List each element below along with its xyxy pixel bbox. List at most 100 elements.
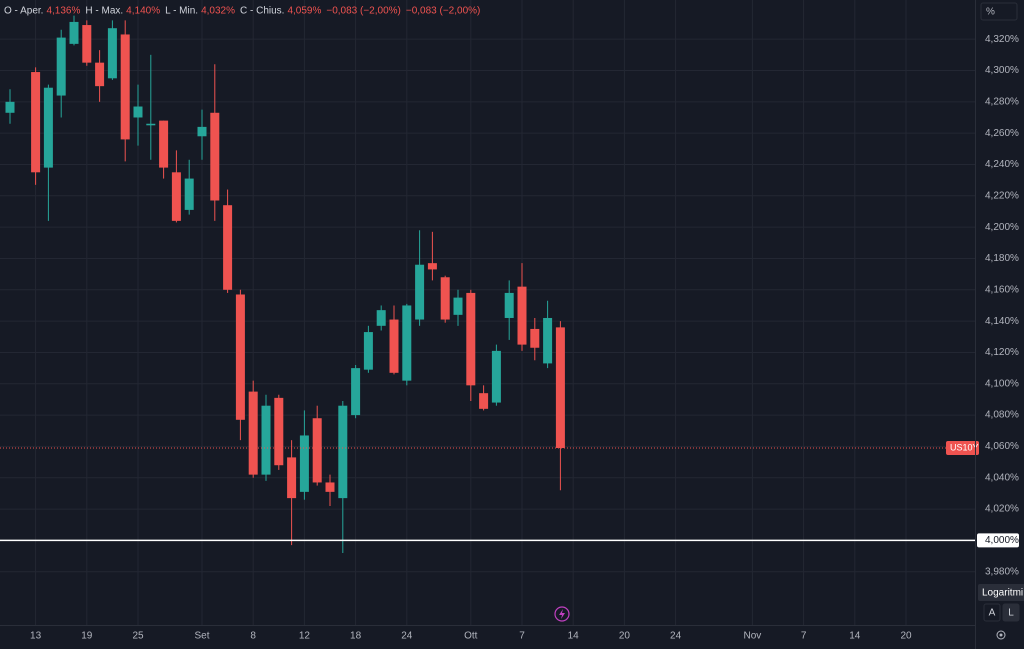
candle-body	[82, 25, 92, 63]
y-tick-label: 4,160%	[985, 284, 1019, 295]
candle-body	[43, 87, 53, 168]
candle-body	[517, 286, 527, 345]
candle-body	[223, 205, 233, 290]
candle-body	[376, 310, 386, 326]
y-tick-label: 4,140%	[985, 316, 1019, 327]
x-tick-label: 20	[900, 631, 912, 642]
x-tick-label: 25	[132, 631, 144, 642]
candle-body	[479, 393, 489, 409]
x-tick-label: 19	[81, 631, 93, 642]
candle-body	[133, 106, 143, 118]
x-tick-label: 8	[250, 631, 256, 642]
scale-button-label: A	[989, 608, 996, 619]
scale-button[interactable]	[983, 603, 1001, 622]
legend-value: 4,140%	[126, 6, 160, 17]
candle-body	[440, 277, 450, 320]
candle-body	[287, 457, 297, 499]
candle-body	[427, 263, 437, 270]
x-tick-label: 18	[350, 631, 362, 642]
y-tick-label: 4,320%	[985, 34, 1019, 45]
candles	[5, 15, 565, 553]
unit-button[interactable]	[980, 2, 1018, 21]
y-tick-label: 4,060%	[985, 441, 1019, 452]
x-tick-label: Nov	[744, 631, 762, 642]
legend-change: −0,083 (−2,00%)	[406, 6, 481, 17]
candle-body	[248, 391, 258, 475]
candle-body	[107, 28, 117, 79]
reference-label-box	[977, 533, 1019, 548]
legend-change: −0,083 (−2,00%)	[326, 6, 401, 17]
x-tick-label: Set	[194, 631, 209, 642]
candle-body	[363, 332, 373, 370]
y-tick-label: 4,040%	[985, 472, 1019, 483]
candle-body	[69, 21, 79, 44]
candle-body	[5, 101, 15, 113]
x-tick-label: 14	[568, 631, 580, 642]
settings-icon[interactable]	[996, 630, 1006, 640]
candle-body	[325, 482, 335, 492]
x-tick-label: Ott	[464, 631, 478, 642]
event-icon[interactable]	[554, 606, 570, 622]
legend-value: 4,032%	[201, 6, 235, 17]
legend-label: H - Max.	[85, 6, 123, 17]
legend-value: 4,136%	[46, 6, 80, 17]
price-label: US10Y	[950, 442, 979, 452]
y-tick-label: 4,100%	[985, 378, 1019, 389]
y-tick-label: 4,280%	[985, 96, 1019, 107]
candle-body	[159, 120, 169, 168]
candle-body	[120, 34, 130, 140]
legend-label: O - Aper.	[4, 6, 43, 17]
legend-label: C - Chius.	[240, 6, 284, 17]
settings-icon-center	[999, 633, 1003, 637]
x-tick-label: 7	[801, 631, 807, 642]
overlay: 4,000% US10Y	[0, 440, 1019, 548]
candle-body	[466, 292, 476, 386]
reference-label: 4,000%	[985, 535, 1019, 546]
candle-body	[146, 123, 156, 126]
y-tick-label: 4,260%	[985, 128, 1019, 139]
candle-body	[389, 319, 399, 373]
candle-body	[184, 178, 194, 210]
candle-body	[210, 112, 220, 201]
y-tick-label: 4,080%	[985, 410, 1019, 421]
candle-body	[453, 297, 463, 315]
candle-body	[95, 62, 105, 87]
price-label-box	[946, 440, 979, 455]
candle-body	[171, 172, 181, 221]
x-tick-label: 24	[670, 631, 682, 642]
candle-body	[338, 405, 348, 499]
y-tick-label: 4,200%	[985, 222, 1019, 233]
y-tick-label: 4,180%	[985, 253, 1019, 264]
x-tick-label: 14	[849, 631, 861, 642]
event-icon-bolt	[559, 609, 565, 619]
y-tick-label: 4,020%	[985, 504, 1019, 515]
legend-label: L - Min.	[165, 6, 198, 17]
x-tick-label: 24	[401, 631, 413, 642]
candle-body	[402, 305, 412, 381]
candle-body	[491, 350, 501, 403]
y-tick-label: 4,300%	[985, 65, 1019, 76]
x-tick-label: 12	[299, 631, 311, 642]
candle-body	[415, 264, 425, 320]
x-tick-label: 7	[519, 631, 525, 642]
candle-body	[235, 294, 245, 420]
tooltip-box	[978, 584, 1024, 601]
scale-button-label: L	[1008, 608, 1014, 619]
x-tick-label: 13	[30, 631, 42, 642]
candle-body	[543, 317, 553, 364]
y-tick-label: 4,120%	[985, 347, 1019, 358]
unit-label: %	[986, 7, 995, 18]
candle-body	[555, 327, 565, 448]
candle-body	[504, 292, 514, 318]
scale-button[interactable]	[1002, 603, 1020, 622]
y-tick-label: 3,980%	[985, 566, 1019, 577]
candle-body	[56, 37, 66, 96]
candle-body	[530, 328, 540, 348]
candle-body	[274, 397, 284, 466]
y-tick-label: 4,240%	[985, 159, 1019, 170]
candle-body	[261, 405, 271, 475]
y-tick-label: 4,220%	[985, 190, 1019, 201]
tooltip-text: Logaritmi	[982, 588, 1023, 599]
